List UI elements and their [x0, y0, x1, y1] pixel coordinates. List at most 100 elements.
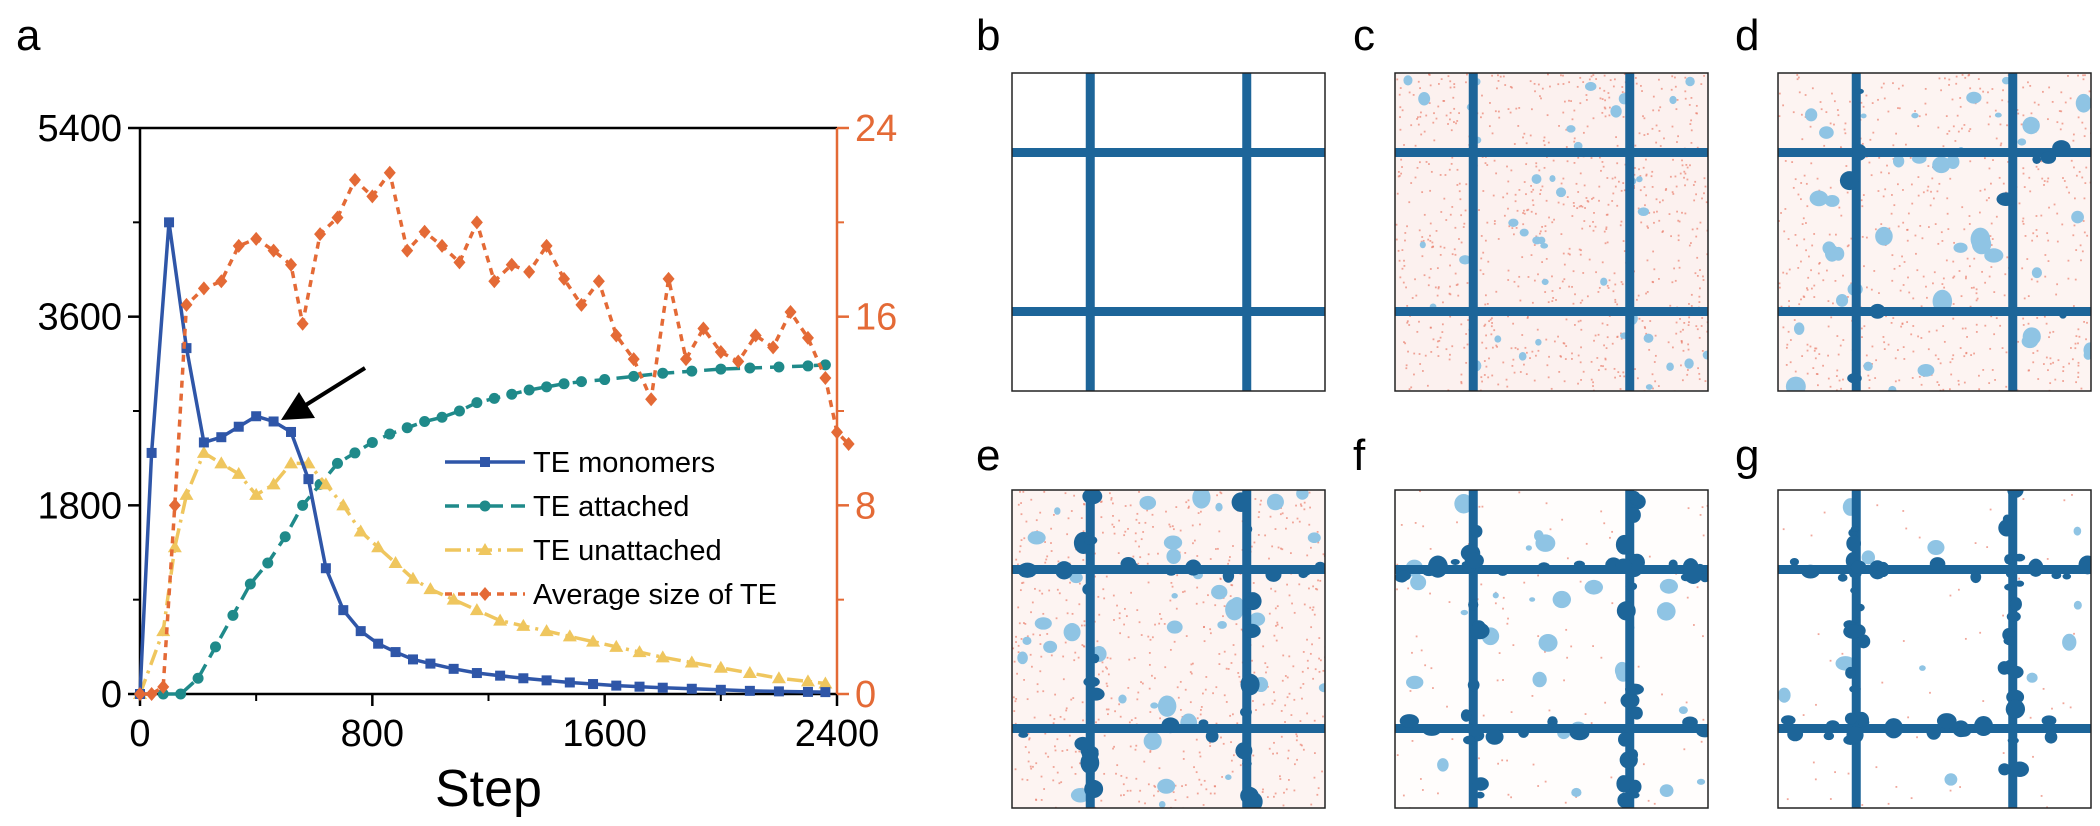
dot [1429, 234, 1431, 237]
dot [1232, 754, 1235, 757]
dot [1181, 785, 1183, 788]
dot [1030, 767, 1033, 770]
dot [1788, 300, 1790, 302]
attached-aggregate [1683, 563, 1703, 584]
dot [1965, 275, 1967, 278]
dot [1578, 205, 1581, 208]
dot [1403, 341, 1405, 344]
data-point [506, 388, 518, 400]
dot [1428, 73, 1430, 76]
dot [1110, 498, 1113, 501]
attached-aggregate [1467, 678, 1480, 692]
dot [1603, 74, 1606, 77]
dot [2051, 707, 2053, 710]
dot [1813, 233, 1816, 235]
dot [1797, 267, 1800, 269]
dot [1551, 290, 1554, 292]
dot [1507, 207, 1509, 210]
dot [1187, 507, 1190, 509]
dot [1209, 628, 1212, 631]
dot [1060, 781, 1063, 784]
dot [1616, 335, 1619, 338]
dot [1806, 372, 1809, 375]
dot [1906, 321, 1909, 323]
dot [1495, 172, 1498, 175]
dot [1043, 788, 1046, 790]
te-cluster [1532, 671, 1547, 688]
dot [2022, 222, 2025, 225]
dot [1053, 718, 1056, 720]
dot [1861, 235, 1864, 238]
dot [1568, 99, 1570, 102]
dot [1260, 499, 1262, 502]
dot [1989, 508, 1992, 511]
dot [1118, 519, 1121, 522]
data-point [145, 687, 158, 701]
dot [1458, 238, 1460, 240]
dot [1695, 104, 1698, 107]
dot [1043, 490, 1046, 493]
dot [1427, 238, 1430, 241]
dot [1295, 733, 1298, 736]
attached-aggregate [1084, 779, 1104, 799]
dot [1538, 169, 1541, 172]
dot [1651, 186, 1654, 188]
dot [1139, 556, 1142, 559]
dot [1252, 582, 1255, 584]
dot [1686, 373, 1689, 376]
dot [1531, 301, 1534, 304]
te-cluster [1600, 277, 1608, 286]
dot [1785, 364, 1788, 366]
dot [1604, 357, 1607, 360]
dot [1959, 97, 1962, 99]
dot [1112, 594, 1115, 597]
dot [1878, 156, 1881, 159]
dot [1704, 185, 1707, 188]
dot [1209, 745, 1212, 747]
dot [1100, 799, 1103, 802]
dot [2027, 81, 2029, 84]
dot [2036, 235, 2038, 238]
dot [2060, 91, 2063, 94]
dot [1300, 505, 1303, 507]
dot [1888, 172, 1890, 175]
legend-label: Average size of TE [533, 579, 777, 611]
dot [1014, 700, 1017, 703]
dot [1863, 325, 1866, 328]
dot [1957, 588, 1960, 591]
dot [1686, 596, 1689, 599]
dot [1316, 588, 1319, 591]
dot [1094, 575, 1096, 578]
dot [1293, 763, 1296, 766]
dot [1460, 382, 1463, 385]
dot [1455, 122, 1457, 125]
dot [1429, 222, 1432, 225]
dot [1463, 346, 1466, 349]
dot [1544, 650, 1546, 653]
dot [1440, 78, 1443, 81]
dot [1416, 117, 1418, 120]
te-cluster [1143, 731, 1162, 751]
dot [1568, 285, 1571, 288]
dot [1232, 644, 1235, 646]
dot [1831, 92, 1833, 95]
attached-aggregate [1696, 726, 1708, 738]
dot [1658, 130, 1661, 132]
dot [1813, 296, 1816, 298]
dot [2018, 202, 2021, 205]
dot [1805, 182, 1808, 185]
dot [1430, 170, 1433, 173]
dot [1234, 653, 1237, 656]
attached-aggregate [1080, 751, 1100, 774]
dot [2035, 215, 2038, 217]
dot [1806, 287, 1808, 290]
dot [1070, 698, 1073, 701]
dot [1027, 732, 1030, 735]
dot [1273, 741, 1275, 744]
dot [1223, 694, 1226, 697]
dot [1406, 304, 1409, 307]
dot [2063, 499, 2066, 502]
dot [1675, 321, 1678, 324]
dot [1284, 675, 1287, 677]
dot [1963, 124, 1966, 126]
